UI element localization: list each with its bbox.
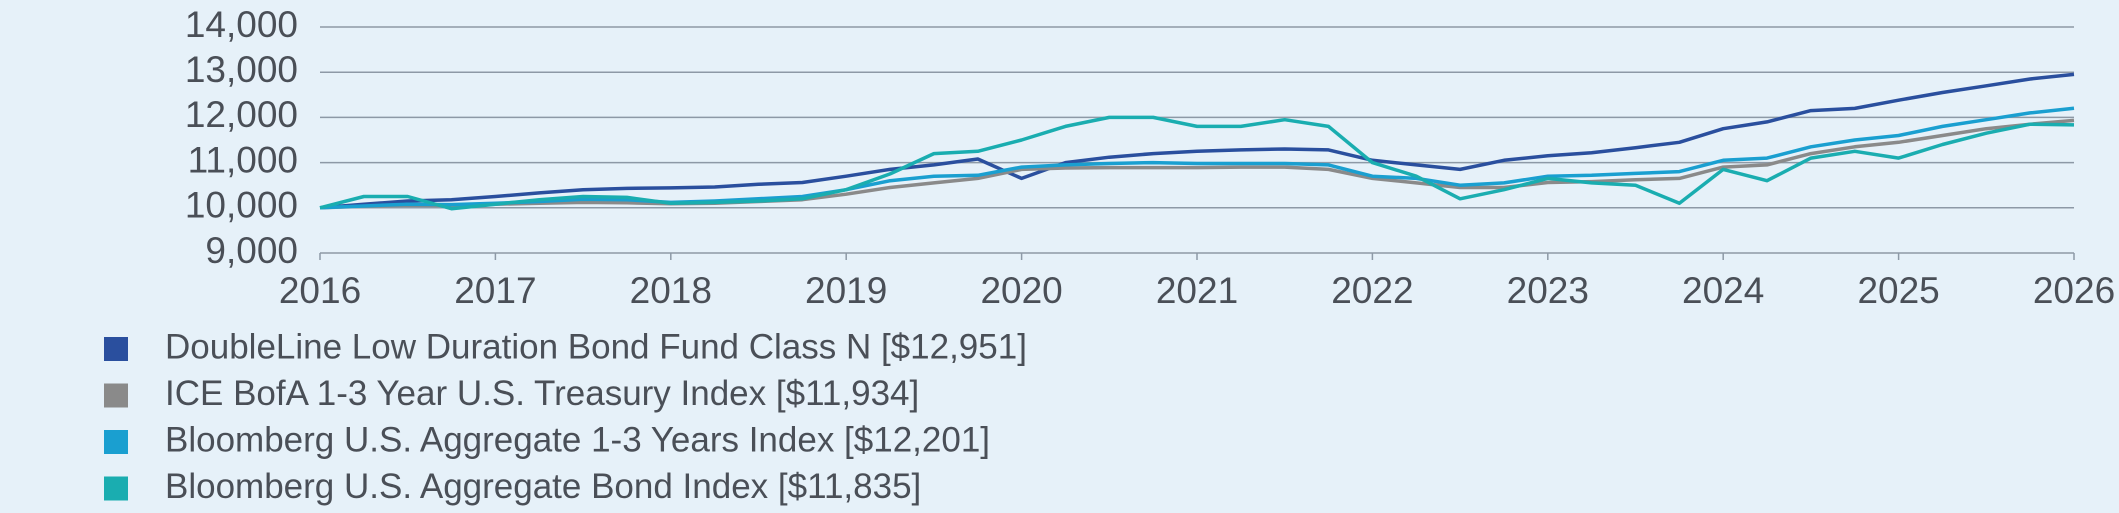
legend-label: ICE BofA 1-3 Year U.S. Treasury Index [$…: [165, 374, 919, 413]
x-tick-label: 2025: [1857, 270, 1939, 311]
y-tick-label: 11,000: [188, 139, 298, 180]
x-tick-label: 2016: [279, 270, 361, 311]
y-tick-label: 9,000: [205, 230, 298, 271]
legend-label: Bloomberg U.S. Aggregate Bond Index [$11…: [165, 467, 921, 506]
legend-swatch: [104, 476, 128, 501]
x-tick-label: 2020: [980, 270, 1062, 311]
x-tick-label: 2024: [1682, 270, 1764, 311]
legend-swatch: [104, 337, 128, 361]
legend-label: Bloomberg U.S. Aggregate 1-3 Years Index…: [165, 420, 990, 459]
x-tick-label: 2018: [630, 270, 712, 311]
y-tick-label: 14,000: [185, 4, 298, 45]
series-line: [319, 115, 2075, 211]
series-line: [319, 72, 2075, 210]
y-tick-label: 13,000: [185, 49, 298, 90]
series-line: [319, 106, 2075, 210]
legend-swatch: [104, 383, 128, 408]
x-tick-label: 2026: [2033, 270, 2115, 311]
y-tick-label: 12,000: [185, 94, 298, 135]
x-tick-label: 2017: [454, 270, 536, 311]
legend-swatch: [104, 430, 128, 454]
y-tick-label: 10,000: [185, 185, 298, 226]
series-line: [319, 118, 2075, 210]
legend-label: DoubleLine Low Duration Bond Fund Class …: [165, 327, 1027, 366]
x-tick-label: 2023: [1507, 270, 1589, 311]
x-tick-label: 2019: [805, 270, 887, 311]
x-tick-label: 2022: [1331, 270, 1413, 311]
x-tick-label: 2021: [1156, 270, 1238, 311]
